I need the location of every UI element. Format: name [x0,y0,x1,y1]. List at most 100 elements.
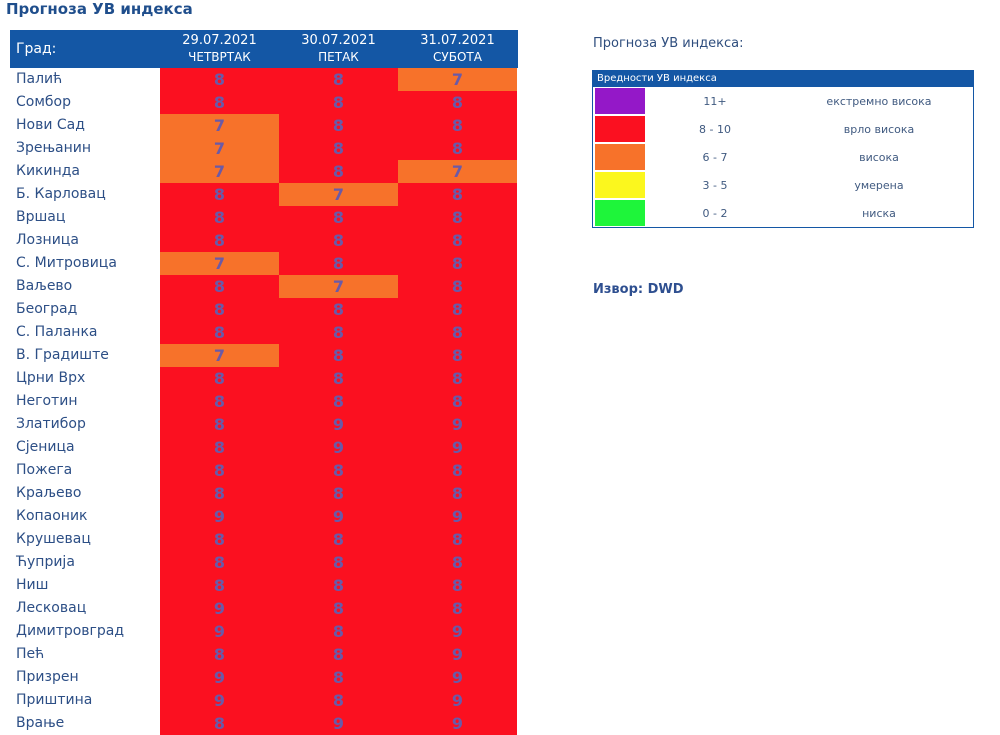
city-name: Пожега [10,459,160,482]
uv-value-cell: 8 [398,574,517,597]
uv-value-cell: 8 [160,275,279,298]
legend-description: врло висока [843,122,915,136]
uv-value-cell: 8 [160,298,279,321]
page-title: Прогноза УВ индекса [6,0,193,18]
uv-value-cell: 8 [398,298,517,321]
uv-value-cell: 8 [398,229,517,252]
uv-value-cell: 8 [160,91,279,114]
source-label: Извор: DWD [593,282,684,297]
uv-value-cell: 8 [398,321,517,344]
uv-value-cell: 8 [160,206,279,229]
uv-value-cell: 8 [160,712,279,735]
uv-value-cell: 9 [279,413,398,436]
uv-value-cell: 7 [279,275,398,298]
city-name: Врање [10,712,160,735]
uv-value-cell: 7 [398,160,517,183]
city-name: Ниш [10,574,160,597]
uv-value-cell: 8 [279,68,398,91]
uv-value-cell: 8 [398,114,517,137]
uv-value-cell: 8 [279,643,398,666]
legend-item: 6 - 7 висока [593,143,973,171]
uv-value-cell: 9 [279,436,398,459]
table-row: Приштина 9 8 9 [10,689,518,712]
uv-value-cell: 8 [160,321,279,344]
uv-value-cell: 7 [279,183,398,206]
table-row: Крушевац 8 8 8 [10,528,518,551]
uv-value-cell: 9 [398,712,517,735]
uv-value-cell: 8 [398,597,517,620]
uv-value-cell: 8 [279,160,398,183]
city-name: Б. Карловац [10,183,160,206]
table-row: Београд 8 8 8 [10,298,518,321]
legend-item: 3 - 5 умерена [593,171,973,199]
uv-value-cell: 7 [160,160,279,183]
city-name: Београд [10,298,160,321]
table-row: Палић 8 8 7 [10,68,518,91]
uv-value-cell: 9 [279,505,398,528]
legend-color-swatch [595,144,645,170]
table-row: С. Митровица 7 8 8 [10,252,518,275]
uv-value-cell: 9 [398,413,517,436]
uv-value-cell: 8 [398,206,517,229]
uv-value-cell: 8 [398,367,517,390]
uv-value-cell: 8 [160,482,279,505]
table-row: Пећ 8 8 9 [10,643,518,666]
legend-header: Вредности УВ индекса [593,71,973,87]
city-name: Вршац [10,206,160,229]
uv-value-cell: 8 [160,574,279,597]
table-row: Црни Врх 8 8 8 [10,367,518,390]
uv-value-cell: 7 [160,252,279,275]
uv-value-cell: 8 [279,114,398,137]
city-name: В. Градиште [10,344,160,367]
table-row: Краљево 8 8 8 [10,482,518,505]
uv-value-cell: 9 [398,689,517,712]
uv-value-cell: 9 [398,666,517,689]
legend-color-swatch [595,200,645,226]
legend-caption: Прогноза УВ индекса: [593,36,744,51]
uv-value-cell: 8 [398,275,517,298]
uv-legend: Вредности УВ индекса 11+ екстремно висока… [592,70,974,228]
legend-item: 0 - 2 ниска [593,199,973,227]
uv-value-cell: 9 [160,689,279,712]
city-name: Кикинда [10,160,160,183]
day-date: 31.07.2021 [420,33,495,48]
city-name: Златибор [10,413,160,436]
table-row: Врање 8 9 9 [10,712,518,735]
legend-color-swatch [595,116,645,142]
uv-value-cell: 8 [398,252,517,275]
table-row: Димитровград 9 8 9 [10,620,518,643]
uv-value-cell: 8 [160,229,279,252]
uv-value-cell: 8 [279,344,398,367]
table-row: Лозница 8 8 8 [10,229,518,252]
day-column-header: 31.07.2021 СУБОТА [398,30,517,68]
uv-value-cell: 7 [160,137,279,160]
uv-value-cell: 8 [279,252,398,275]
legend-item: 11+ екстремно висока [593,87,973,115]
table-row: Златибор 8 9 9 [10,413,518,436]
city-name: Приштина [10,689,160,712]
uv-value-cell: 8 [279,620,398,643]
table-row: Ниш 8 8 8 [10,574,518,597]
day-date: 29.07.2021 [182,33,257,48]
uv-value-cell: 9 [160,620,279,643]
table-row: Нови Сад 7 8 8 [10,114,518,137]
uv-value-cell: 8 [160,413,279,436]
uv-value-cell: 8 [279,528,398,551]
uv-value-cell: 8 [398,390,517,413]
city-name: Неготин [10,390,160,413]
table-row: Сјеница 8 9 9 [10,436,518,459]
day-weekday: ПЕТАК [318,50,359,64]
uv-value-cell: 8 [398,137,517,160]
uv-value-cell: 8 [398,91,517,114]
table-row: Сомбор 8 8 8 [10,91,518,114]
uv-value-cell: 8 [160,459,279,482]
uv-value-cell: 8 [160,390,279,413]
table-row: Копаоник 9 9 9 [10,505,518,528]
uv-value-cell: 8 [279,574,398,597]
uv-value-cell: 8 [279,206,398,229]
uv-value-cell: 8 [160,551,279,574]
uv-value-cell: 8 [160,528,279,551]
uv-value-cell: 9 [398,436,517,459]
table-header: Град: 29.07.2021 ЧЕТВРТАК 30.07.2021 ПЕТ… [10,30,518,68]
uv-value-cell: 8 [279,666,398,689]
